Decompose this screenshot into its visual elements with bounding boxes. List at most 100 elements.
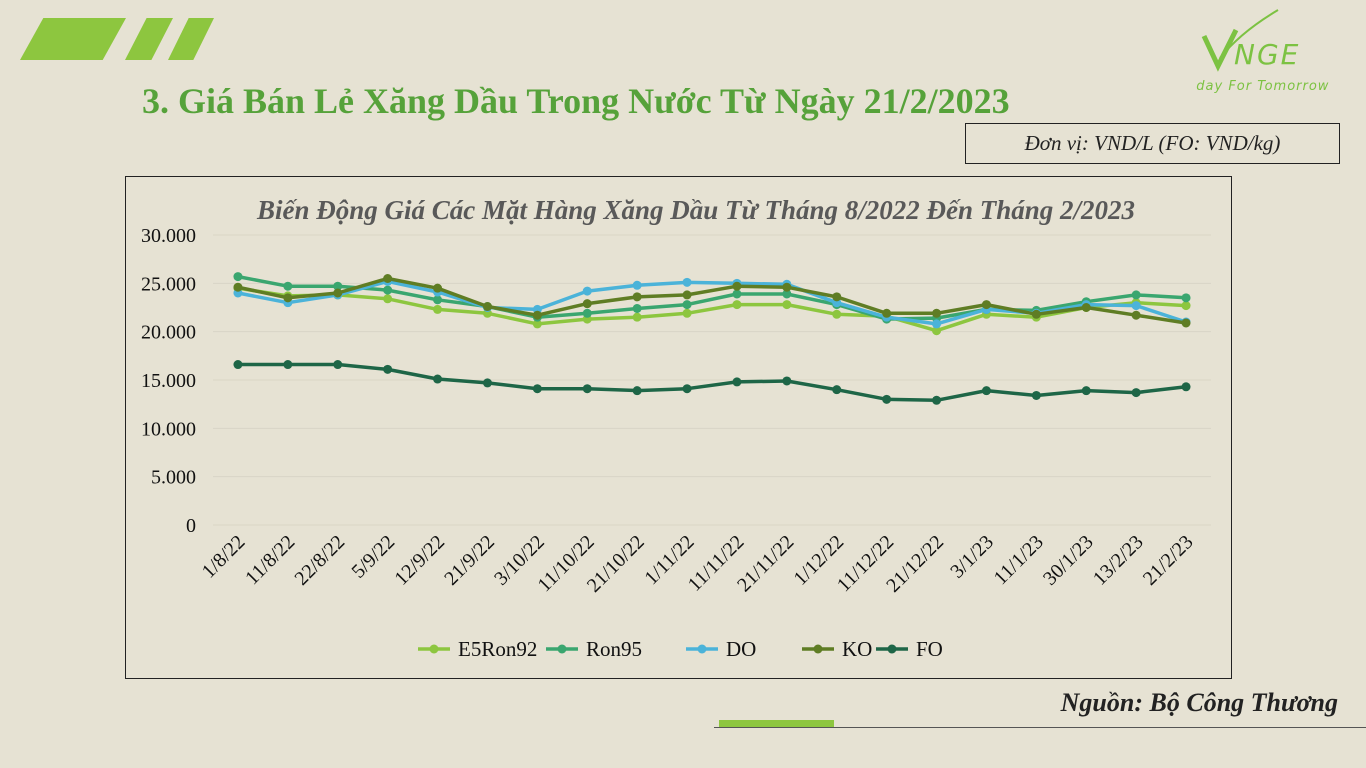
chart-frame: Biến Động Giá Các Mặt Hàng Xăng Dầu Từ T… bbox=[125, 176, 1232, 679]
legend-label: FO bbox=[916, 637, 943, 661]
data-point bbox=[632, 312, 642, 322]
data-point bbox=[882, 308, 892, 318]
data-point bbox=[233, 360, 243, 370]
data-point bbox=[482, 378, 492, 388]
chart-title: Biến Động Giá Các Mặt Hàng Xăng Dầu Từ T… bbox=[256, 195, 1135, 225]
logo-tagline: Today For Tomorrow bbox=[1196, 79, 1329, 94]
x-tick-label: 30/1/23 bbox=[1039, 531, 1098, 590]
data-point bbox=[333, 281, 343, 291]
x-tick-label: 11/8/22 bbox=[241, 531, 299, 589]
data-point bbox=[433, 304, 443, 314]
data-point bbox=[283, 281, 293, 291]
data-point bbox=[732, 377, 742, 387]
data-point bbox=[632, 386, 642, 396]
data-point bbox=[932, 319, 942, 329]
data-point bbox=[932, 308, 942, 318]
x-tick-label: 12/9/22 bbox=[390, 531, 449, 590]
y-tick-label: 20.000 bbox=[141, 322, 196, 344]
data-point bbox=[383, 274, 393, 283]
series-ko bbox=[233, 274, 1191, 328]
data-point bbox=[582, 299, 592, 309]
x-tick-label: 13/2/23 bbox=[1089, 531, 1148, 590]
legend-label: E5Ron92 bbox=[458, 637, 537, 661]
x-tick-label: 21/9/22 bbox=[440, 531, 499, 590]
data-point bbox=[433, 283, 443, 293]
data-point bbox=[682, 290, 692, 300]
legend-item: Ron95 bbox=[546, 637, 642, 661]
y-tick-label: 5.000 bbox=[151, 467, 196, 489]
series-line bbox=[237, 286, 1187, 333]
data-point bbox=[1081, 386, 1091, 396]
legend-swatch-marker bbox=[557, 644, 567, 654]
x-axis-ticks: 1/8/2211/8/2222/8/225/9/2212/9/2221/9/22… bbox=[198, 531, 1198, 597]
legend-item: KO bbox=[802, 637, 872, 661]
legend: E5Ron92 Ron95 DO KO FO bbox=[418, 637, 943, 661]
legend-item: E5Ron92 bbox=[418, 637, 537, 661]
y-tick-label: 0 bbox=[186, 515, 196, 537]
data-point bbox=[233, 272, 243, 282]
data-point bbox=[1081, 303, 1091, 312]
y-axis-ticks: 0 5.000 10.000 15.000 20.000 25.000 30.000 bbox=[141, 225, 196, 537]
y-tick-label: 30.000 bbox=[141, 225, 196, 247]
data-point bbox=[532, 310, 542, 320]
data-point bbox=[632, 292, 642, 302]
legend-swatch-marker bbox=[429, 644, 439, 654]
y-tick-label: 10.000 bbox=[141, 418, 196, 440]
data-point bbox=[682, 300, 692, 310]
data-point bbox=[682, 277, 692, 287]
gridlines bbox=[213, 234, 1211, 526]
data-point bbox=[582, 286, 592, 296]
data-point bbox=[1181, 318, 1191, 328]
vnge-logo: NGE Today For Tomorrow bbox=[1196, 9, 1329, 94]
x-tick-label: 21/2/23 bbox=[1139, 531, 1198, 590]
data-point bbox=[1131, 310, 1141, 320]
data-point bbox=[632, 280, 642, 290]
data-point bbox=[981, 386, 991, 396]
data-point bbox=[732, 300, 742, 310]
data-point bbox=[832, 385, 842, 395]
data-point bbox=[1031, 309, 1041, 319]
data-point bbox=[782, 282, 792, 292]
series-line bbox=[238, 362, 1187, 403]
legend-swatch-marker bbox=[813, 644, 823, 654]
legend-label: DO bbox=[726, 637, 756, 661]
data-point bbox=[582, 308, 592, 318]
data-point bbox=[782, 300, 792, 310]
data-point bbox=[1131, 290, 1141, 300]
data-point bbox=[383, 294, 393, 304]
page-title: 3. Giá Bán Lẻ Xăng Dầu Trong Nước Từ Ngà… bbox=[142, 81, 1010, 121]
y-tick-label: 25.000 bbox=[141, 273, 196, 295]
legend-item: FO bbox=[876, 637, 943, 661]
data-point bbox=[832, 309, 842, 319]
series-line bbox=[237, 274, 1187, 321]
data-point bbox=[981, 300, 991, 310]
data-point bbox=[383, 364, 393, 374]
data-point bbox=[1131, 388, 1141, 398]
data-point bbox=[283, 293, 293, 303]
deco-stripe-1 bbox=[20, 18, 126, 60]
data-point bbox=[782, 289, 792, 299]
data-point bbox=[932, 326, 942, 336]
data-point bbox=[732, 289, 742, 299]
x-tick-label: 21/11/22 bbox=[733, 531, 798, 596]
data-point bbox=[1181, 382, 1191, 392]
data-point bbox=[1181, 293, 1191, 303]
data-point bbox=[1181, 301, 1191, 311]
legend-swatch-marker bbox=[887, 644, 897, 654]
data-point bbox=[682, 308, 692, 318]
data-point bbox=[782, 376, 792, 386]
deco-stripe-2 bbox=[125, 18, 173, 60]
data-point bbox=[333, 360, 343, 370]
data-point bbox=[433, 295, 443, 305]
legend-label: Ron95 bbox=[586, 637, 642, 661]
unit-label: Đơn vị: VND/L (FO: VND/kg) bbox=[1024, 131, 1281, 155]
data-point bbox=[632, 303, 642, 313]
data-point bbox=[433, 374, 443, 384]
data-point bbox=[882, 394, 892, 404]
data-point bbox=[333, 288, 343, 298]
series-lines bbox=[233, 272, 1191, 405]
legend-item: DO bbox=[686, 637, 756, 661]
data-point bbox=[682, 384, 692, 394]
data-point bbox=[1031, 390, 1041, 400]
